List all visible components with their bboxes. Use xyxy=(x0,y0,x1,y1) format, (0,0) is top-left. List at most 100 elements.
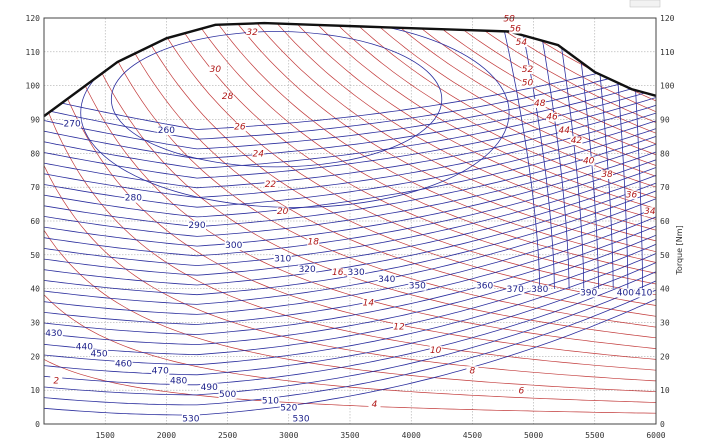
red-contour-label: 32 xyxy=(246,28,258,38)
x-tick-label: 2000 xyxy=(157,431,176,440)
red-contour-line xyxy=(429,23,656,123)
y-tick-label-left: 20 xyxy=(30,352,40,361)
blue-contour-line xyxy=(44,73,656,150)
blue-contour-labels: 260 270 280 290 300 310 320 330 340 350 360 370 380 3… xyxy=(44,119,653,424)
blue-label-bg xyxy=(347,268,366,278)
blue-contour-line xyxy=(44,136,656,228)
blue-label-bg xyxy=(157,126,176,136)
blue-contour-label: 460 xyxy=(115,359,132,369)
blue-contour-line xyxy=(44,216,656,325)
blue-contour-line xyxy=(44,207,656,315)
blue-label-bg xyxy=(44,329,63,339)
blue-label-bg xyxy=(298,264,317,274)
blue-label-bg xyxy=(200,383,219,393)
blue-contour-line xyxy=(44,253,656,366)
red-contour-label: 10 xyxy=(430,346,442,356)
blue-contour-line xyxy=(44,280,656,396)
red-contour-line xyxy=(44,165,656,382)
y-tick-label-right: 60 xyxy=(660,217,670,226)
blue-contour-label: 430 xyxy=(45,329,62,339)
red-contour-label: 56 xyxy=(510,25,522,35)
blue-contour-line xyxy=(44,167,656,266)
y-tick-label-right: 50 xyxy=(660,251,670,260)
blue-label-bg xyxy=(218,389,237,399)
red-label-bg xyxy=(503,14,516,24)
blue-contour-label: 370 xyxy=(507,285,524,295)
y-tick-labels-right: 0 10 20 30 40 50 60 70 80 90 100 110 120 xyxy=(660,14,675,429)
blue-contour-label: 480 xyxy=(170,376,187,386)
blue-label-bg xyxy=(261,396,280,406)
red-label-bg xyxy=(521,78,534,88)
x-tick-label: 6000 xyxy=(646,431,665,440)
y-tick-label-right: 80 xyxy=(660,149,670,158)
red-label-bg xyxy=(307,237,320,247)
red-label-bg xyxy=(368,400,381,410)
red-contour-line xyxy=(68,23,656,339)
y-tick-label-right: 0 xyxy=(660,420,665,429)
blue-contour-line xyxy=(44,58,656,130)
red-label-bg xyxy=(515,38,528,48)
x-tick-label: 5000 xyxy=(524,431,543,440)
red-contour-label: 46 xyxy=(546,113,558,123)
blue-contour-label: 410 xyxy=(635,288,652,298)
x-tick-label: 2500 xyxy=(218,431,237,440)
blue-label-bg xyxy=(377,274,396,284)
y-tick-label-right: 40 xyxy=(660,285,670,294)
y-tick-label-left: 90 xyxy=(30,116,40,125)
red-contour-label: 40 xyxy=(583,156,595,166)
red-label-bg xyxy=(570,136,583,146)
y-tick-label-left: 110 xyxy=(26,48,41,57)
blue-label-bg xyxy=(181,414,200,424)
red-contour-line xyxy=(319,23,656,188)
red-contour-line xyxy=(245,23,656,231)
red-contour-label: 8 xyxy=(470,366,476,376)
blue-contour-line xyxy=(44,81,656,160)
red-label-bg xyxy=(276,207,289,217)
x-tick-labels: 1500 2000 2500 3000 3500 4000 4500 5000 5500 6000 xyxy=(96,431,666,440)
red-contour-line xyxy=(300,23,656,199)
blue-contour-label: 490 xyxy=(201,383,218,393)
blue-contour-label: 290 xyxy=(188,221,205,231)
red-contour-label: 6 xyxy=(518,387,524,397)
blue-label-bg xyxy=(224,241,243,251)
blue-contour-label: 260 xyxy=(158,126,175,136)
red-contour-label: 34 xyxy=(644,207,656,217)
red-label-bg xyxy=(264,180,277,190)
blue-contour-lines xyxy=(44,23,656,416)
red-contour-line xyxy=(44,230,656,393)
red-label-bg xyxy=(209,65,222,75)
blue-label-bg xyxy=(634,288,653,298)
red-contour-line xyxy=(410,23,656,134)
red-contour-label: 22 xyxy=(265,180,277,190)
blue-contour-label: 390 xyxy=(580,288,597,298)
red-label-bg xyxy=(625,190,638,200)
red-contour-label: 16 xyxy=(332,268,344,278)
blue-contour-label: 380 xyxy=(531,285,548,295)
blue-contour-line xyxy=(44,104,656,189)
red-contour-label: 24 xyxy=(252,150,264,160)
y-tick-label-left: 70 xyxy=(30,183,40,192)
blue-contour-label: 350 xyxy=(409,282,426,292)
blue-contour-label: 440 xyxy=(76,343,93,353)
blue-contour-line xyxy=(44,198,656,305)
blue-label-bg xyxy=(579,288,598,298)
blue-contour-line xyxy=(44,174,656,276)
y-tick-label-left: 0 xyxy=(35,420,40,429)
red-contour-label: 28 xyxy=(222,92,234,102)
red-contour-labels: 5856545250484644424038363432302826242220… xyxy=(50,14,656,410)
window-corner-controls[interactable] xyxy=(629,0,661,8)
blue-label-bg xyxy=(475,281,494,291)
y-tick-label-right: 100 xyxy=(660,82,675,91)
red-contour-label: 30 xyxy=(210,65,222,75)
red-contour-label: 18 xyxy=(308,238,320,248)
blue-contour-line xyxy=(44,262,656,376)
blue-contour-label: 310 xyxy=(274,255,291,265)
y-tick-label-right: 30 xyxy=(660,319,670,328)
blue-label-bg xyxy=(124,193,143,203)
blue-contour-line xyxy=(557,24,585,289)
blue-contour-label: 340 xyxy=(378,275,395,285)
red-label-bg xyxy=(601,170,614,180)
blue-contour-label: 330 xyxy=(348,268,365,278)
red-contour-label: 14 xyxy=(363,299,375,309)
x-tick-label: 4000 xyxy=(402,431,421,440)
